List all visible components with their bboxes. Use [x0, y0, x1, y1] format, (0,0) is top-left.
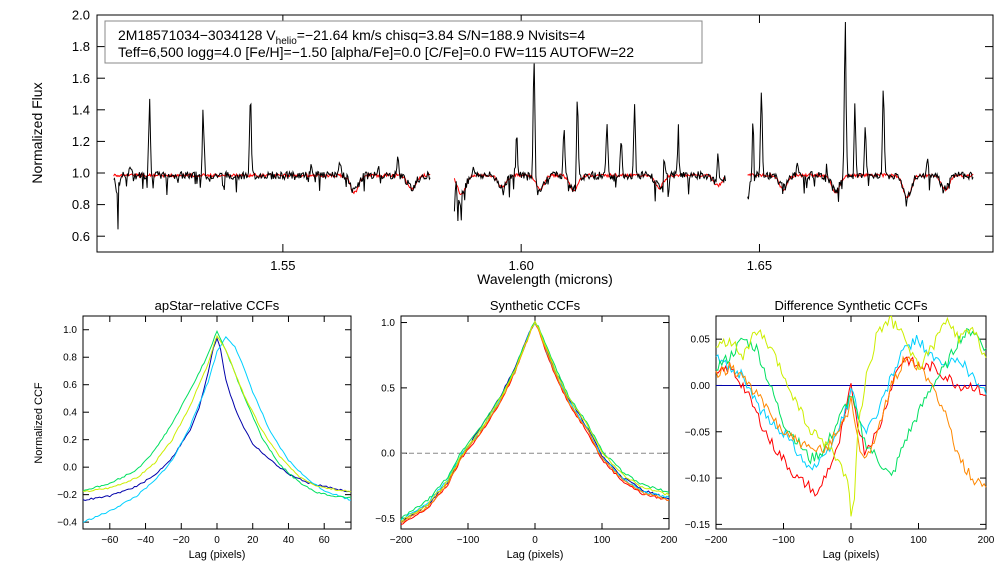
x-tick-label: −20: [173, 535, 190, 546]
synthetic-ccf-panel: Synthetic CCFs −200 −100 0 100 200 −0.5 0.0 0.5…: [375, 298, 678, 561]
observed-spectrum-chip-3: [747, 21, 974, 207]
difference-ccf-panel: Difference Synthetic CCFs −200 −100 0 100 20…: [685, 298, 995, 561]
y-tick-label: 0.2: [63, 435, 77, 446]
series-line-visit-5: [715, 355, 987, 488]
x-tick-label: −60: [101, 535, 118, 546]
x-tick-label: 200: [978, 535, 995, 546]
spectrum-info-line2: Teff=6,500 logg=4.0 [Fe/H]=−1.50 [alpha/…: [118, 44, 634, 60]
x-tick-label: 1.55: [270, 258, 295, 273]
x-tick-label: −200: [390, 535, 413, 546]
difference-ccf-ticks: −200 −100 0 100 200 −0.15 −0.10 −0.05 0.00 0.05: [685, 316, 995, 546]
x-tick-label: 0: [532, 535, 538, 546]
y-tick-label: 0.0: [381, 449, 395, 460]
series-line-visit-2: [400, 322, 670, 525]
y-tick-label: 0.4: [63, 408, 77, 419]
synthetic-ccf-ticks: −200 −100 0 100 200 −0.5 0.0 0.5 1.0: [375, 316, 678, 546]
spectrum-x-axis-label: Wavelength (microns): [477, 271, 613, 287]
synthetic-ccf-plot-area: [400, 320, 670, 525]
difference-ccf-title: Difference Synthetic CCFs: [775, 298, 928, 313]
spectrum-info-line1: 2M18571034−3034128 Vhelio=−21.64 km/s ch…: [118, 27, 585, 47]
series-line-visit-4: [82, 334, 352, 493]
spectrum-ticks: 1.55 1.60 1.65 0.6 0.8 1.0 1.2 1.4 1.6 1.8 2.0: [72, 8, 993, 273]
difference-ccf-axes-frame: [715, 315, 987, 530]
spectrum-axes-frame: [96, 14, 994, 253]
y-tick-label: 0.8: [63, 353, 77, 364]
series-line-visit-5: [400, 320, 670, 523]
x-tick-label: 100: [594, 535, 611, 546]
difference-ccf-plot-area: [715, 315, 987, 517]
x-tick-label: 60: [319, 535, 331, 546]
y-tick-label: 0.6: [63, 380, 77, 391]
y-tick-label: 1.0: [72, 166, 90, 181]
observed-spectrum-chip-2: [453, 60, 726, 222]
x-tick-label: 1.65: [747, 258, 772, 273]
series-line-visit-2: [715, 356, 987, 497]
apstar-ccf-title: apStar−relative CCFs: [155, 298, 280, 313]
y-tick-label: 2.0: [72, 8, 90, 23]
series-line-visit-6: [400, 320, 670, 522]
x-tick-label: −200: [705, 535, 728, 546]
series-line-visit-1: [82, 336, 352, 502]
x-tick-label: 0: [848, 535, 854, 546]
info-star-id: 2M18571034−3034128 V: [118, 27, 276, 43]
apstar-ccf-ticks: −60 −40 −20 0 20 40 60 −0.4 −0.2 0.0 0.2 0.4 0.6 0.8 1…: [57, 316, 351, 546]
y-tick-label: 1.0: [63, 325, 77, 336]
y-tick-label: 0.05: [691, 335, 711, 346]
y-tick-label: −0.4: [57, 518, 77, 529]
x-tick-label: −40: [137, 535, 154, 546]
y-tick-label: 1.4: [72, 102, 90, 117]
observed-spectrum-chip-1: [113, 98, 431, 230]
y-tick-label: −0.2: [57, 490, 77, 501]
spectrum-y-axis-label: Normalized Flux: [29, 82, 45, 183]
y-tick-label: −0.5: [375, 514, 395, 525]
series-line-visit-6: [715, 315, 987, 517]
synthetic-ccf-axes-frame: [400, 315, 670, 530]
y-tick-label: 1.8: [72, 39, 90, 54]
series-line-visit-3: [715, 334, 987, 471]
y-tick-label: 1.2: [72, 134, 90, 149]
x-tick-label: 1.60: [509, 258, 534, 273]
x-tick-label: 0: [214, 535, 220, 546]
y-tick-label: 1.0: [381, 318, 395, 329]
apstar-ccf-x-axis-label: Lag (pixels): [189, 549, 246, 561]
synthetic-ccf-title: Synthetic CCFs: [490, 298, 581, 313]
x-tick-label: 20: [247, 535, 259, 546]
y-tick-label: 0.8: [72, 197, 90, 212]
y-tick-label: 0.00: [691, 381, 711, 392]
x-tick-label: −100: [457, 535, 480, 546]
x-tick-label: 100: [910, 535, 927, 546]
apstar-ccf-axes-frame: [82, 315, 352, 530]
synthetic-ccf-x-axis-label: Lag (pixels): [507, 549, 564, 561]
y-tick-label: 0.5: [381, 383, 395, 394]
x-tick-label: 40: [283, 535, 295, 546]
series-line-visit-2: [82, 335, 351, 523]
info-helio-subscript: helio: [276, 36, 298, 47]
y-tick-label: −0.10: [685, 474, 711, 485]
apstar-ccf-y-axis-label: Normalized CCF: [33, 382, 45, 464]
spectrum-panel: 1.55 1.60 1.65 0.6 0.8 1.0 1.2 1.4 1.6 1.8 2.0 2M1…: [29, 8, 994, 287]
y-tick-label: −0.05: [685, 427, 711, 438]
x-tick-label: 200: [661, 535, 678, 546]
difference-ccf-x-axis-label: Lag (pixels): [823, 549, 880, 561]
y-tick-label: 0.0: [63, 463, 77, 474]
apstar-ccf-panel: apStar−relative CCFs −60 −40 −20 0 20 40 60 −0.…: [33, 298, 352, 561]
y-tick-label: 1.6: [72, 71, 90, 86]
spectrum-info-box: [104, 20, 703, 64]
x-tick-label: −100: [772, 535, 795, 546]
apstar-ccf-plot-area: [82, 329, 352, 523]
spectrum-plot-area: [113, 21, 974, 230]
series-line-visit-3: [82, 329, 352, 499]
y-tick-label: 0.6: [72, 229, 90, 244]
info-star-stats: =−21.64 km/s chisq=3.84 S/N=188.9 Nvisit…: [297, 27, 586, 43]
y-tick-label: −0.15: [685, 520, 711, 531]
